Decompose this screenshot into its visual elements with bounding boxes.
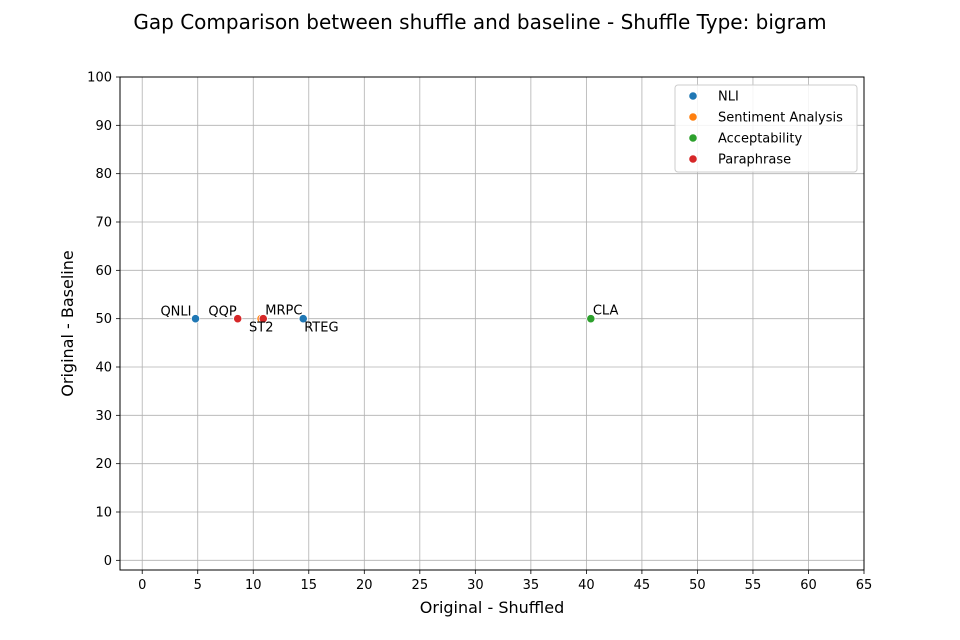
y-tick-label: 40 [95, 361, 112, 376]
axis-ticks: 0 5 10 15 20 25 30 35 40 45 50 55 60 65 0 10 20 30 40 50 60 7… [87, 71, 872, 594]
x-tick-label: 65 [856, 578, 873, 593]
x-tick-label: 40 [578, 578, 595, 593]
x-tick-label: 10 [245, 578, 262, 593]
point-label-qqp: QQP [208, 305, 236, 320]
x-axis-label: Original - Shuffled [420, 598, 564, 617]
legend-marker [688, 112, 698, 122]
x-tick-label: 25 [412, 578, 429, 593]
x-tick-label: 35 [523, 578, 540, 593]
legend-marker [688, 91, 698, 101]
legend-label: NLI [718, 90, 739, 105]
x-tick-label: 60 [800, 578, 817, 593]
y-tick-label: 30 [95, 409, 112, 424]
y-tick-label: 90 [95, 119, 112, 134]
x-tick-label: 30 [467, 578, 484, 593]
point-label-qnli: QNLI [160, 305, 191, 320]
y-tick-label: 70 [95, 216, 112, 231]
y-tick-label: 50 [95, 312, 112, 327]
x-tick-label: 45 [634, 578, 651, 593]
legend-box [674, 84, 858, 173]
point-label-st2: ST2 [249, 321, 273, 336]
legend-label: Acceptability [718, 132, 802, 147]
x-tick-label: 20 [356, 578, 373, 593]
scatter-point-cla [586, 314, 596, 324]
point-label-cla: CLA [593, 304, 619, 319]
legend: NLI Sentiment Analysis Acceptability Paraph… [674, 84, 858, 173]
x-tick-label: 55 [745, 578, 762, 593]
x-tick-label: 0 [138, 578, 146, 593]
data-points [190, 314, 596, 324]
scatter-point-rteg [298, 314, 308, 324]
legend-marker [688, 154, 698, 164]
y-tick-label: 100 [87, 71, 112, 86]
scatter-point-qnli [190, 314, 201, 324]
y-tick-label: 10 [95, 506, 112, 521]
x-tick-label: 50 [689, 578, 706, 593]
legend-marker [688, 133, 698, 143]
point-label-mrpc: MRPC [265, 304, 302, 319]
y-tick-label: 20 [95, 457, 112, 472]
y-tick-label: 0 [104, 554, 112, 569]
plot-area-frame [119, 76, 865, 571]
x-tick-label: 15 [301, 578, 318, 593]
point-labels: QNLI RTEG ST2 CLA QQP MRPC [160, 304, 618, 336]
chart-title: Gap Comparison between shuffle and basel… [133, 10, 826, 34]
scatter-point-qqp [233, 314, 243, 324]
y-tick-label: 80 [95, 167, 112, 182]
point-label-rteg: RTEG [304, 321, 338, 336]
y-tick-label: 60 [95, 264, 112, 279]
scatter-point-mrpc [258, 314, 268, 324]
legend-label: Sentiment Analysis [718, 111, 843, 126]
y-axis-label: Original - Baseline [58, 250, 77, 396]
x-tick-label: 5 [194, 578, 202, 593]
legend-label: Paraphrase [718, 153, 791, 168]
